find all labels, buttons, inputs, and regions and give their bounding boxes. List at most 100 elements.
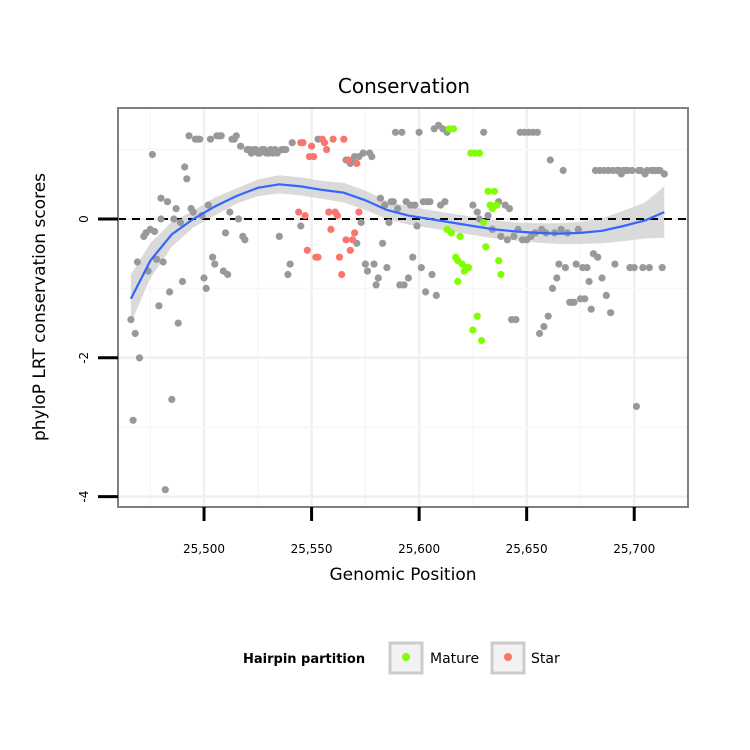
- point-other: [181, 163, 189, 171]
- point-other: [148, 150, 156, 159]
- point-other: [581, 295, 589, 303]
- point-other: [178, 277, 187, 286]
- point-star: [346, 246, 354, 254]
- point-other: [409, 253, 417, 261]
- point-other: [368, 153, 376, 161]
- point-other: [428, 270, 436, 279]
- x-tick-label: 25,700: [613, 542, 655, 556]
- legend-key-mature-box: [388, 641, 424, 675]
- legend-label-mature: Mature: [430, 651, 479, 667]
- point-other: [159, 258, 167, 266]
- x-axis-label: Genomic Position: [329, 565, 476, 585]
- point-other: [389, 198, 397, 206]
- x-tick-label: 25,550: [291, 542, 333, 556]
- point-mature: [484, 187, 492, 195]
- point-other: [153, 255, 161, 263]
- point-other: [376, 194, 384, 202]
- point-other: [602, 291, 610, 299]
- point-other: [404, 274, 412, 282]
- point-other: [200, 274, 208, 282]
- point-other: [394, 205, 402, 213]
- point-other: [561, 264, 570, 272]
- point-other: [297, 222, 305, 230]
- point-other: [176, 218, 184, 227]
- point-star: [310, 153, 318, 161]
- point-other: [533, 128, 542, 136]
- point-other: [497, 232, 505, 240]
- point-star: [320, 139, 329, 147]
- point-mature: [475, 149, 483, 157]
- point-other: [170, 215, 178, 223]
- point-other: [359, 149, 367, 157]
- point-other: [157, 215, 165, 223]
- point-other: [131, 329, 139, 338]
- point-other: [422, 288, 430, 296]
- point-other: [135, 354, 144, 362]
- plot-panel: [117, 107, 689, 508]
- point-mature: [473, 312, 481, 320]
- point-star: [325, 208, 333, 216]
- point-other: [469, 201, 477, 209]
- point-other: [361, 260, 369, 268]
- y-axis-label: phyloP LRT conservation scores: [30, 173, 50, 441]
- point-star: [338, 270, 346, 279]
- point-other: [658, 264, 666, 272]
- point-other: [583, 264, 591, 272]
- point-other: [157, 194, 165, 202]
- point-other: [211, 260, 219, 268]
- point-other: [237, 142, 245, 150]
- confidence-band-area: [130, 175, 665, 324]
- point-other: [411, 201, 419, 209]
- point-mature: [497, 270, 505, 279]
- point-other: [544, 312, 552, 320]
- point-other: [505, 205, 514, 213]
- point-other: [632, 402, 641, 410]
- point-star: [299, 139, 307, 147]
- point-other: [163, 198, 172, 206]
- point-star: [329, 135, 337, 143]
- point-other: [241, 236, 249, 244]
- point-other: [415, 128, 423, 136]
- point-mature: [465, 264, 473, 272]
- point-mature: [447, 229, 455, 237]
- point-other: [555, 260, 563, 268]
- point-star: [351, 229, 359, 237]
- point-other: [480, 128, 488, 136]
- point-star: [353, 159, 361, 168]
- point-other: [217, 132, 225, 140]
- chart-title: Conservation: [338, 74, 470, 98]
- point-other: [441, 198, 449, 206]
- point-other: [383, 264, 391, 272]
- point-other: [381, 201, 389, 209]
- point-other: [432, 291, 440, 299]
- y-tick-label: 0: [77, 215, 91, 223]
- point-star: [308, 142, 316, 150]
- legend-key-mature: [402, 653, 410, 661]
- point-mature: [477, 336, 486, 345]
- point-other: [607, 309, 615, 317]
- point-other: [572, 260, 580, 268]
- point-other: [585, 277, 593, 286]
- point-other: [363, 267, 372, 275]
- point-other: [553, 274, 561, 282]
- point-other: [559, 166, 567, 175]
- point-mature: [495, 257, 503, 265]
- point-star: [295, 208, 303, 216]
- point-star: [333, 212, 341, 220]
- point-other: [234, 215, 243, 223]
- point-other: [232, 132, 240, 140]
- point-other: [660, 170, 668, 178]
- point-other: [172, 205, 180, 213]
- point-star: [323, 146, 331, 154]
- point-mature: [480, 218, 488, 227]
- point-other: [209, 253, 217, 261]
- legend: Hairpin partition Mature Star: [243, 641, 560, 675]
- point-other: [224, 270, 232, 279]
- point-star: [314, 253, 322, 261]
- point-other: [185, 132, 193, 140]
- point-other: [512, 316, 520, 324]
- point-other: [385, 218, 393, 227]
- point-other: [226, 208, 234, 216]
- point-other: [510, 232, 518, 240]
- plot-panel-border: [117, 107, 689, 508]
